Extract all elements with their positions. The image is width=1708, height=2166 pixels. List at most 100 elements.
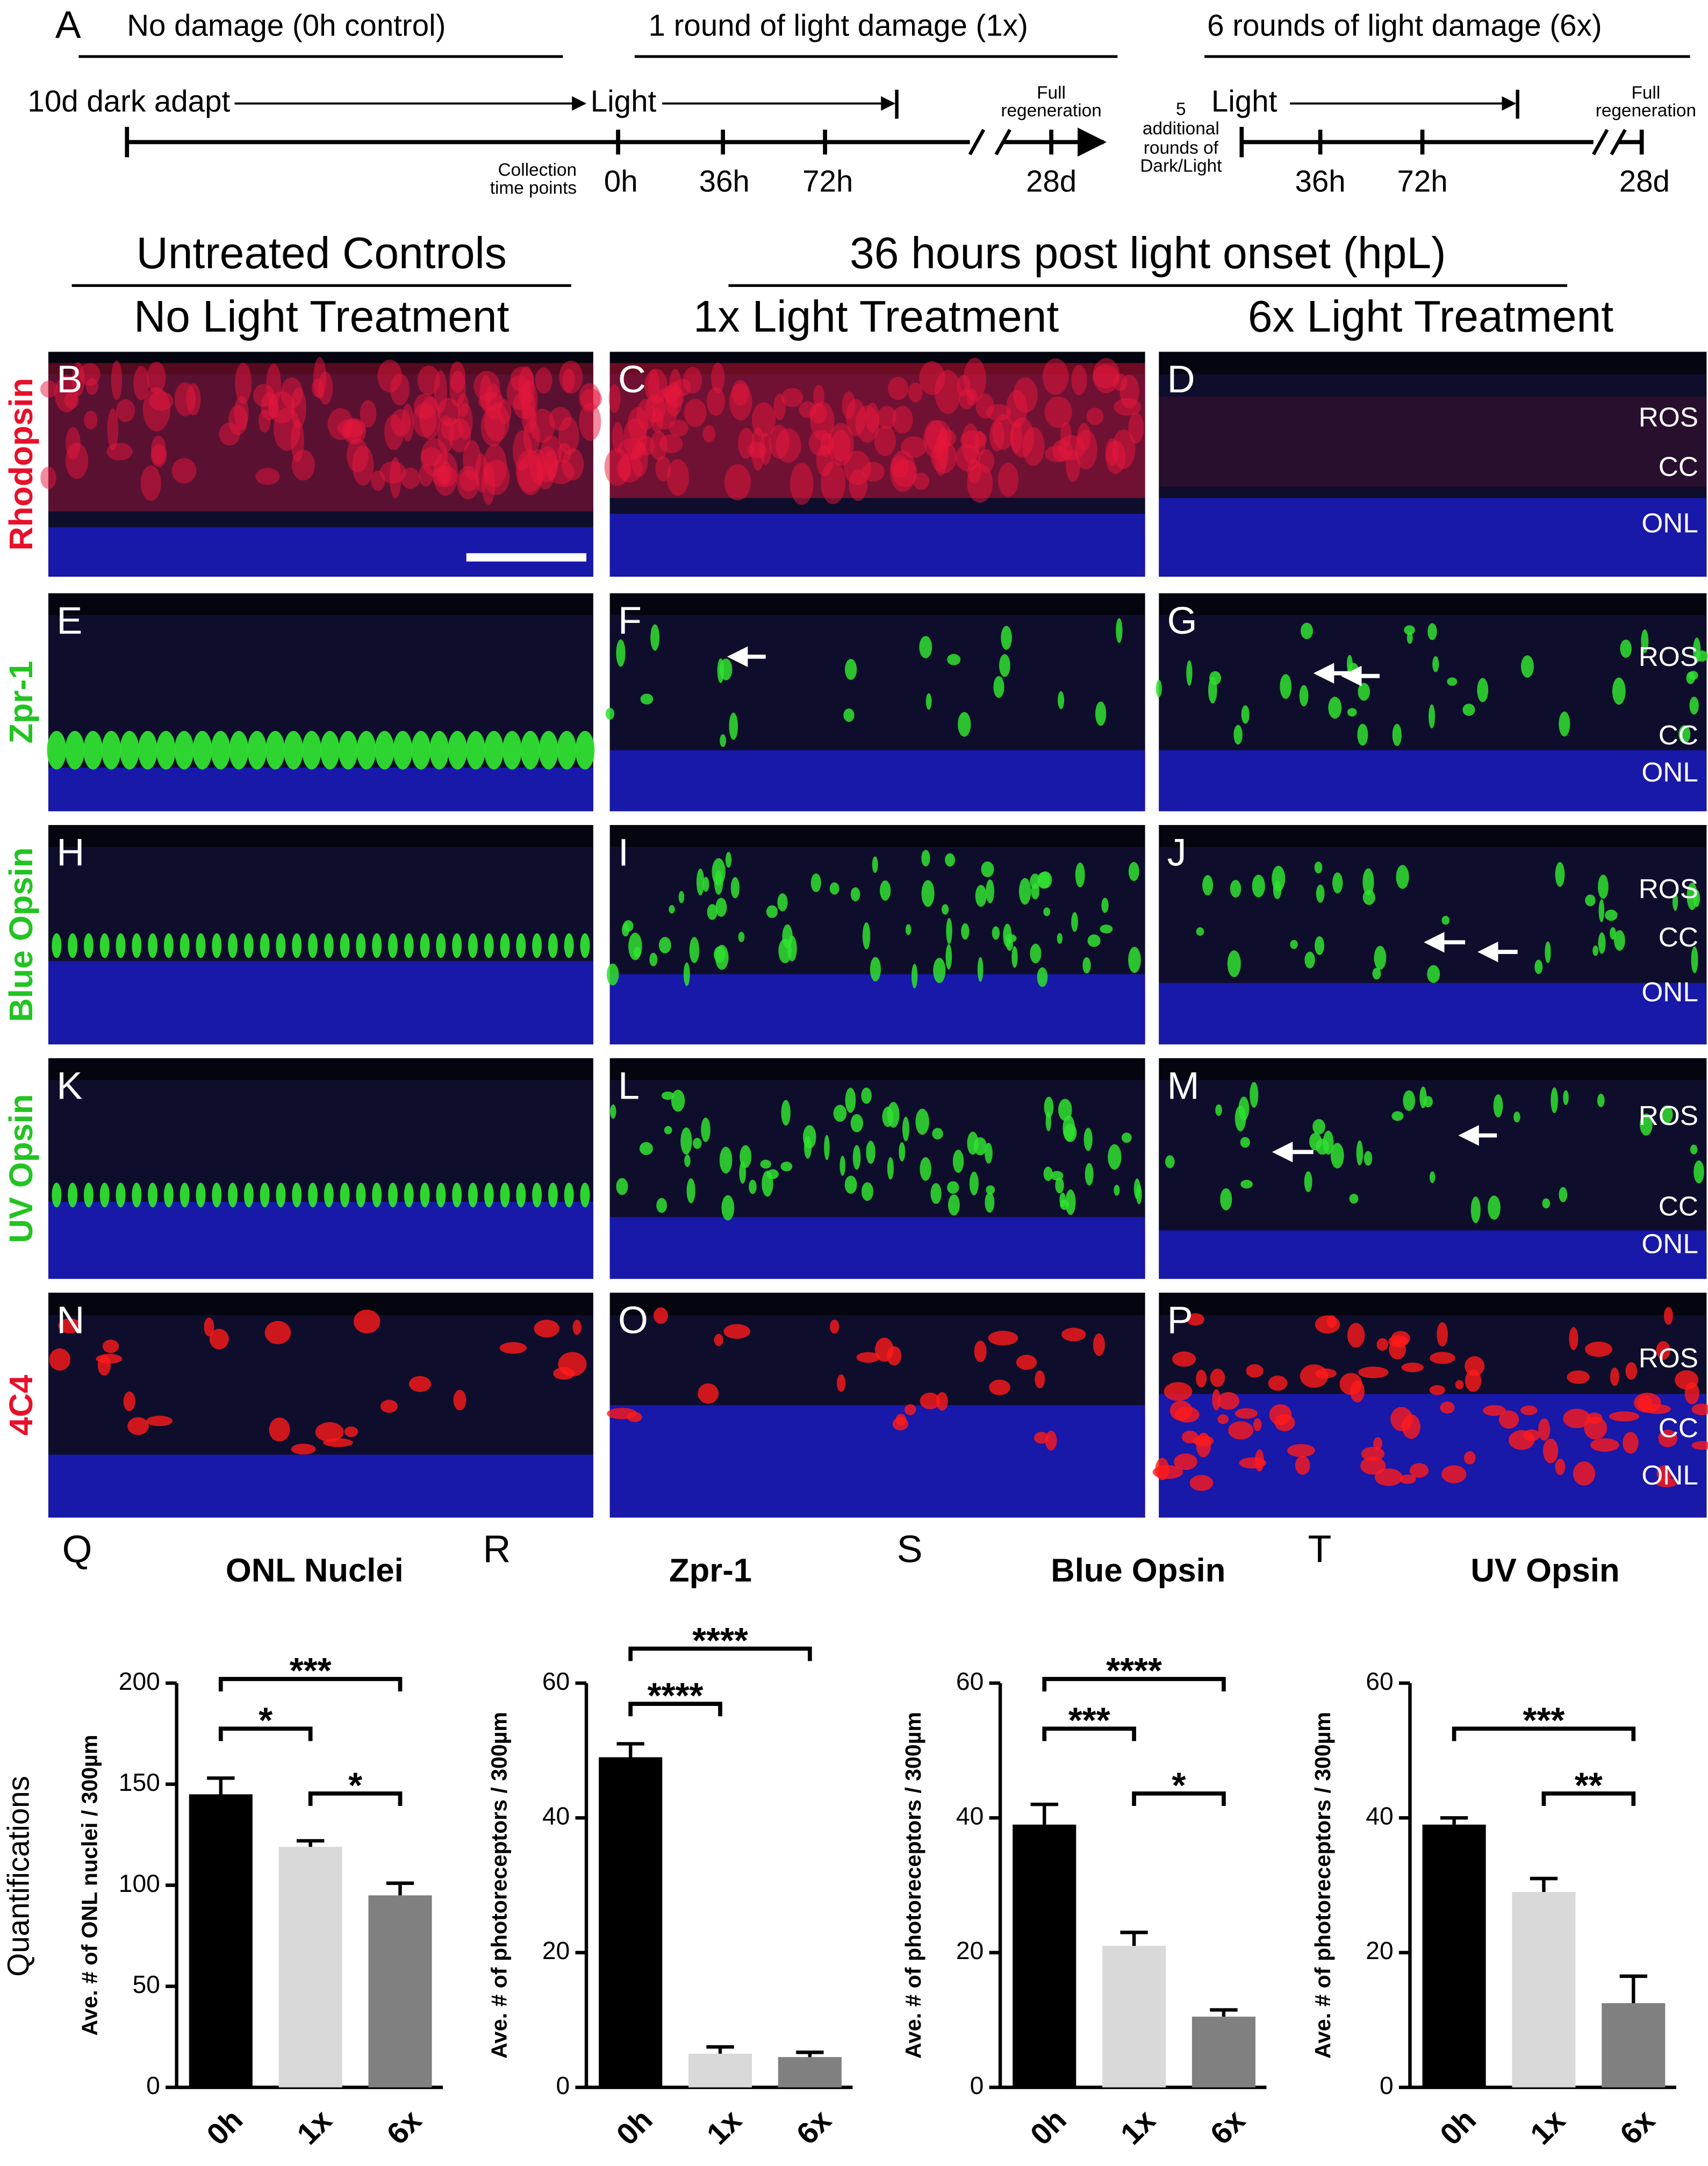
signal-blob (684, 1154, 691, 1167)
cone (212, 933, 222, 958)
signal-blob (1363, 1151, 1373, 1166)
cone (448, 730, 468, 770)
signal-blob (618, 438, 645, 461)
signal-blob (1077, 423, 1091, 451)
signal-blob (479, 375, 492, 412)
signal-blob (966, 388, 978, 406)
signal-blob (684, 399, 707, 427)
row-label: Zpr-1 (3, 661, 40, 744)
signal-blob (1361, 1446, 1385, 1461)
signal-blob (1316, 884, 1325, 903)
signal-blob (1357, 723, 1368, 746)
bar (599, 1757, 663, 2088)
signal-blob (1295, 1455, 1310, 1475)
cone (520, 730, 540, 770)
signal-blob (766, 905, 778, 919)
signal-blob (1299, 685, 1309, 707)
cone (452, 1182, 462, 1208)
section-title: 1 round of light damage (1x) (649, 8, 1028, 42)
time-label: 0h (604, 164, 638, 198)
layer-label: ONL (1641, 977, 1698, 1007)
y-axis-label: Ave. # of photoreceptors / 300µm (901, 1712, 925, 2059)
signal-blob (1065, 1189, 1076, 1215)
section-label: Quantifications (2, 1776, 35, 1977)
signal-blob (111, 360, 123, 400)
y-tick-label: 40 (956, 1802, 984, 1830)
row-label: 4C4 (3, 1375, 40, 1436)
micrograph (607, 1293, 1145, 1518)
signal-blob (1612, 677, 1626, 705)
signal-blob (616, 1178, 628, 1195)
signal-blob (1246, 1364, 1264, 1378)
signal-blob (1128, 862, 1139, 881)
signal-blob (1030, 943, 1042, 964)
signal-blob (706, 387, 726, 416)
signal-blob (1196, 1369, 1207, 1388)
signal-blob (956, 375, 971, 397)
signal-blob (721, 1195, 735, 1221)
signal-blob (759, 432, 772, 465)
signal-blob (986, 404, 1011, 421)
signal-blob (1625, 1362, 1638, 1380)
signal-blob (1585, 894, 1596, 907)
signal-blob (1220, 1188, 1232, 1210)
y-tick-label: 40 (1366, 1802, 1393, 1830)
signal-blob (140, 465, 161, 501)
signal-blob (499, 1342, 527, 1354)
cone (436, 933, 446, 958)
signal-blob (837, 1374, 846, 1392)
signal-blob (714, 1333, 723, 1346)
signal-blob (696, 868, 705, 896)
signal-blob (1592, 945, 1599, 956)
cone (580, 1182, 590, 1208)
signal-blob (961, 923, 970, 940)
signal-blob (941, 904, 949, 915)
time-label: 36h (699, 164, 750, 198)
micrograph (48, 824, 593, 1045)
nuclear-layer (609, 974, 1145, 1045)
signal-blob (711, 362, 725, 393)
signal-blob (905, 924, 912, 935)
signal-blob (264, 1321, 291, 1344)
signal-blob (720, 734, 726, 747)
signal-blob (1663, 1307, 1673, 1325)
signal-blob (777, 893, 788, 912)
signal-blob (85, 378, 98, 395)
y-axis-label: Ave. # of photoreceptors / 300µm (1310, 1712, 1335, 2059)
cone (52, 1182, 62, 1208)
y-tick-label: 50 (132, 1970, 160, 1998)
cone (338, 730, 358, 770)
signal-blob (606, 963, 619, 986)
signal-blob (1538, 1418, 1551, 1441)
signal-blob (1042, 358, 1069, 395)
significance-bracket (1452, 1726, 1636, 1741)
signal-blob (419, 464, 433, 487)
signal-blob (1045, 1430, 1057, 1451)
signal-blob (1105, 440, 1126, 474)
signal-blob (291, 449, 315, 480)
signal-blob (40, 381, 58, 398)
signal-blob (659, 434, 683, 454)
significance-label: * (259, 1701, 272, 1741)
signal-blob (1498, 1410, 1519, 1429)
signal-blob (1441, 915, 1450, 925)
signal-blob (729, 712, 738, 740)
x-tick-label: 1x (290, 2103, 338, 2151)
tissue-layer (48, 847, 593, 962)
signal-blob (1356, 1140, 1363, 1166)
bar (1192, 2017, 1255, 2088)
x-tick-label: 6x (1613, 2103, 1661, 2151)
signal-blob (824, 1135, 830, 1160)
significance-label: * (1172, 1766, 1186, 1805)
signal-blob (887, 1157, 894, 1180)
signal-blob (1598, 874, 1609, 899)
signal-blob (967, 1131, 979, 1155)
tissue-layer (609, 615, 1145, 750)
signal-blob (977, 957, 984, 982)
signal-blob (842, 391, 856, 419)
signal-blob (1349, 1194, 1359, 1204)
signal-blob (1121, 1132, 1132, 1143)
signal-blob (669, 905, 675, 914)
signal-blob (1520, 1405, 1538, 1415)
